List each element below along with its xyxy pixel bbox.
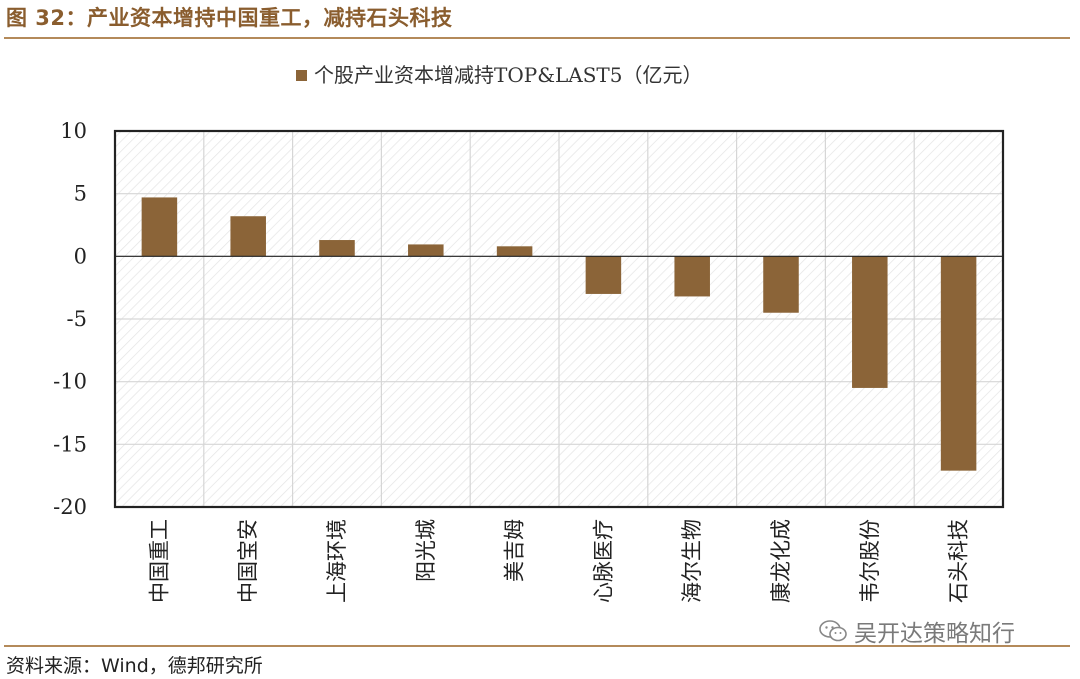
bar-0 [141,197,178,257]
y-tick-label: -5 [67,307,87,331]
bar-4 [496,246,533,257]
x-category-label: 阳光城 [414,519,438,582]
y-tick-label: 5 [74,182,87,206]
bars [141,197,977,471]
wechat-icon [819,620,847,642]
y-tick-label: -20 [53,495,87,519]
bar-2 [319,240,355,257]
y-tick-label: 0 [74,244,87,268]
bar-8 [852,256,888,388]
x-axis-labels: 中国重工 中国宝安 上海环境 阳光城 美吉姆 心脉医疗 海尔生物 康龙化成 韦尔股份 石头科技 [147,519,970,603]
plot-border [113,129,1005,509]
bar-chart: 个股产业资本增减持TOP&LAST5（亿元） 10 5 0 -5 -10 -15 -20 中… [53,63,1005,603]
y-tick-label: -15 [53,432,87,456]
x-category-label: 美吉姆 [503,519,527,582]
legend-swatch [296,70,307,81]
source-note: 资料来源：Wind，德邦研究所 [6,655,263,677]
footer-divider [4,645,1070,647]
legend-label: 个股产业资本增减持TOP&LAST5（亿元） [314,63,703,87]
x-category-label: 石头科技 [947,519,971,603]
bar-6 [674,256,710,297]
watermark-text: 吴开达策略知行 [854,621,1015,647]
y-axis-ticks: 10 5 0 -5 -10 -15 -20 [53,119,87,519]
x-category-label: 韦尔股份 [858,519,882,603]
x-category-label: 中国宝安 [236,519,260,603]
x-category-label: 中国重工 [147,519,171,603]
bar-3 [408,244,444,257]
figure-title: 图 32：产业资本增持中国重工，减持石头科技 [6,6,453,30]
x-category-label: 心脉医疗 [591,519,615,603]
y-tick-label: -10 [53,370,87,394]
bar-1 [230,216,266,257]
x-category-label: 海尔生物 [680,519,704,603]
y-tick-label: 10 [60,119,87,143]
x-category-label: 康龙化成 [769,519,793,603]
chart-legend: 个股产业资本增减持TOP&LAST5（亿元） [296,63,703,87]
title-divider [4,37,1070,39]
watermark: 吴开达策略知行 [818,614,1015,648]
bar-5 [585,256,622,294]
bar-9 [940,256,977,471]
bar-7 [763,256,799,313]
x-category-label: 上海环境 [325,519,349,603]
